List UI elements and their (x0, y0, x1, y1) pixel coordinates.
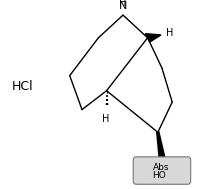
Text: HO: HO (151, 171, 165, 180)
Text: Abs: Abs (152, 163, 168, 172)
Text: H: H (165, 28, 173, 38)
FancyBboxPatch shape (133, 157, 190, 184)
Text: H: H (101, 114, 109, 124)
Text: N: N (118, 1, 126, 11)
Polygon shape (156, 132, 167, 171)
Polygon shape (145, 34, 160, 42)
Text: HCl: HCl (12, 81, 33, 93)
Text: H: H (119, 0, 126, 8)
